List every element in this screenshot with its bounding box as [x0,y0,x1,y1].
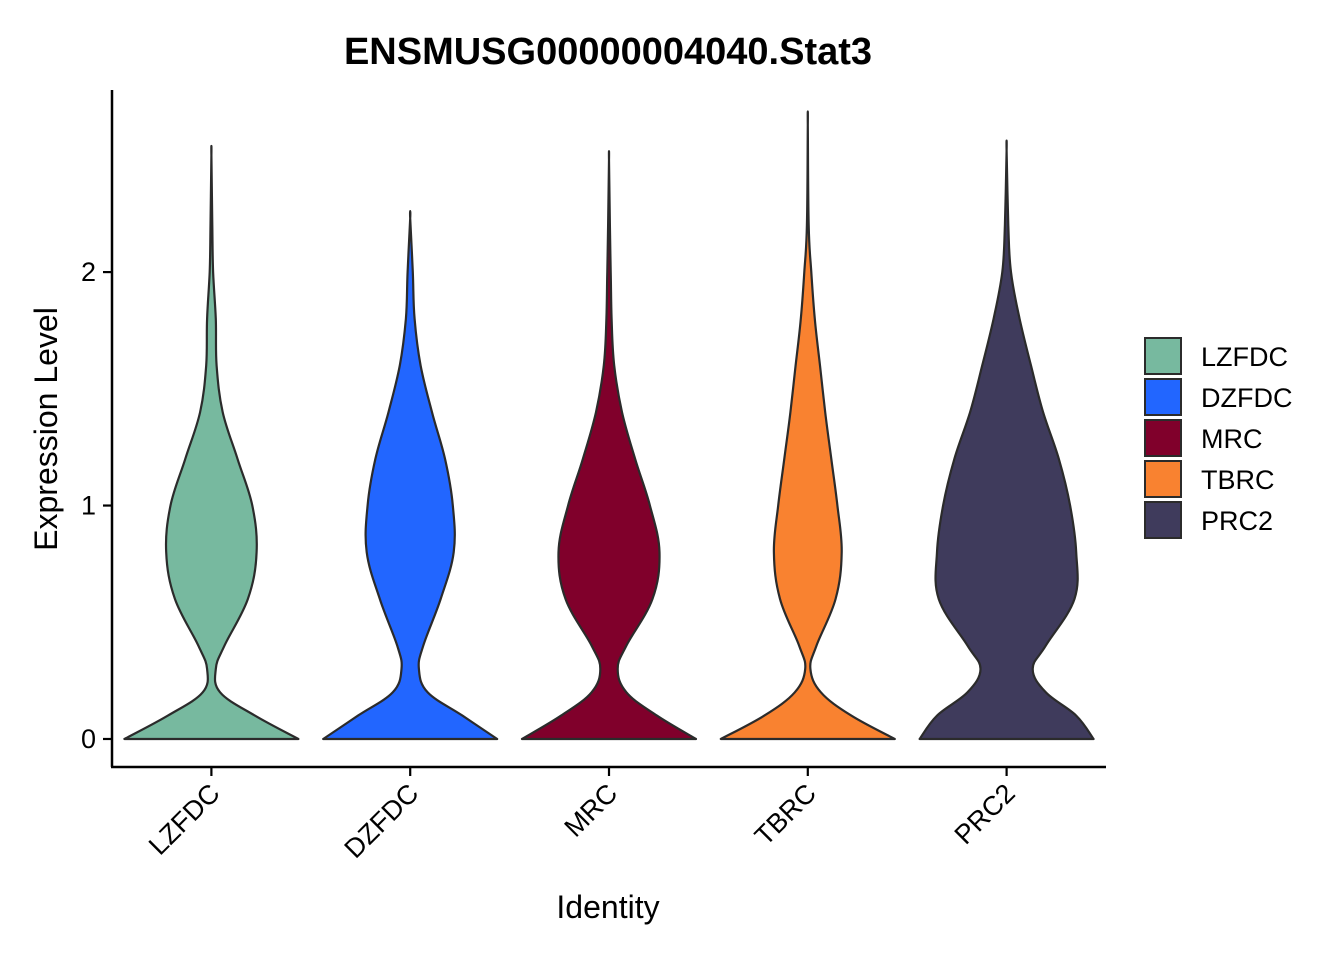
legend-label: DZFDC [1201,383,1292,413]
legend-label: MRC [1201,424,1263,454]
legend-swatch-prc2 [1144,501,1182,539]
legend-swatch-mrc [1144,419,1182,457]
y-tick-label: 2 [81,257,96,287]
x-tick-label: MRC [559,778,624,843]
y-tick-label: 1 [81,491,96,521]
violin-lzfdc [123,144,300,741]
y-axis-title: Expression Level [28,307,64,551]
legend-label: LZFDC [1201,342,1288,372]
chart-title: ENSMUSG00000004040.Stat3 [344,31,872,73]
violin-tbrc [719,110,896,741]
violin-prc2 [918,139,1095,741]
plot-area [123,110,1095,741]
legend-label: TBRC [1201,465,1275,495]
legend-swatch-lzfdc [1144,337,1182,375]
x-tick-label: LZFDC [143,778,226,861]
x-tick-label: TBRC [749,778,822,851]
x-tick-label: PRC2 [949,778,1021,850]
x-tick-label: DZFDC [339,778,425,864]
legend-swatch-dzfdc [1144,378,1182,416]
x-axis-title: Identity [556,889,659,925]
y-tick-label: 0 [81,724,96,754]
legend: LZFDC DZFDC MRC TBRC PRC2 [1144,337,1292,539]
violin-dzfdc [322,210,499,741]
legend-swatch-tbrc [1144,460,1182,498]
violin-mrc [520,150,698,741]
legend-label: PRC2 [1201,506,1273,536]
